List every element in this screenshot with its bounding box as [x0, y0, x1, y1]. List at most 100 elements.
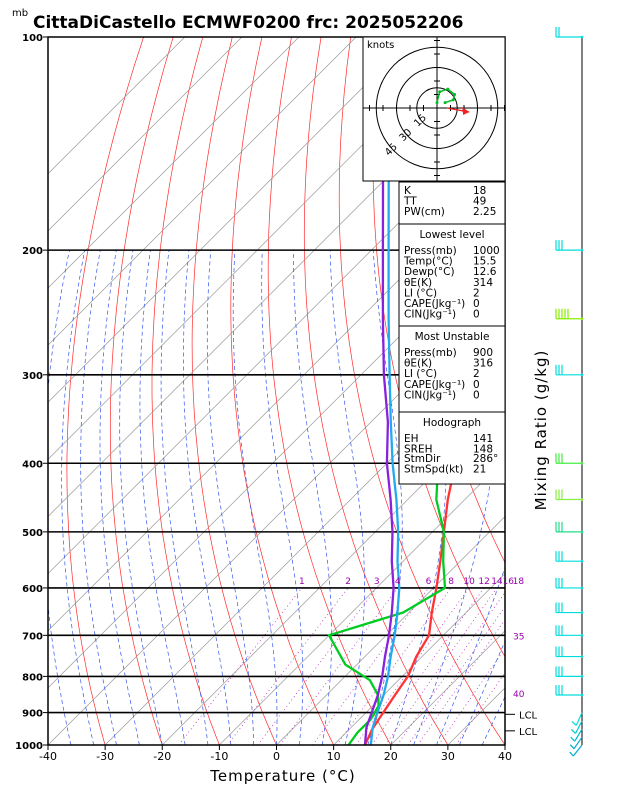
table-label: CAPE(Jkg⁻¹) — [404, 379, 465, 391]
saturated-adiabat — [206, 250, 255, 745]
table-value: 2 — [473, 287, 480, 299]
isotherm — [219, 458, 505, 745]
mixing-ratio-label: 8 — [448, 577, 454, 587]
x-tick-label: -40 — [39, 750, 57, 763]
table-label: StmSpd(kt) — [404, 464, 463, 476]
mixing-ratio-line — [384, 587, 498, 745]
x-tick-label: -30 — [96, 750, 114, 763]
table-value: 316 — [473, 358, 493, 370]
saturated-adiabat — [261, 250, 304, 745]
wind-barb-dot — [580, 248, 584, 252]
table-value: 0 — [473, 389, 480, 401]
mixing-ratio-axis-title: Mixing Ratio (g/kg) — [532, 350, 550, 511]
mixing-ratio-label: 6 — [426, 577, 432, 587]
dry-adiabat — [151, 37, 220, 745]
mixing-ratio-label: 40 — [513, 690, 525, 700]
hodograph-point — [446, 87, 450, 91]
wind-barb-dot — [580, 559, 584, 563]
mixing-ratio-label: 12 — [478, 577, 489, 587]
wind-barb — [574, 720, 583, 734]
chart-title: CittaDiCastello ECMWF0200 frc: 202505220… — [33, 13, 463, 33]
y-axis: 100 200 300 400 500 600 700 800 900 1000 — [15, 33, 48, 752]
wind-barb-dot — [580, 35, 584, 39]
isotherm — [333, 573, 505, 745]
profile-parcel — [363, 54, 399, 745]
wind-barb-dot — [580, 634, 584, 637]
x-tick-label: 10 — [327, 750, 341, 763]
x-axis-title: Temperature (°C) — [209, 767, 355, 785]
table-label: Press(mb) — [404, 245, 457, 257]
saturated-adiabat — [329, 250, 365, 745]
dry-adiabat — [191, 37, 277, 745]
y-tick-label: 700 — [22, 631, 43, 642]
table-label: Press(mb) — [404, 347, 457, 359]
mixing-ratio-label: 14 — [491, 577, 503, 587]
table-label: StmDir — [404, 453, 441, 465]
table-value: 0 — [473, 298, 480, 310]
y-tick-label: 500 — [22, 528, 43, 539]
wind-barb-dot — [580, 675, 584, 678]
wind-barb — [575, 712, 583, 726]
saturated-adiabat — [160, 250, 209, 745]
table-value: 0 — [473, 309, 480, 321]
mixing-ratio-label: 10 — [463, 577, 475, 587]
table-section — [398, 181, 506, 225]
table-section-title: Lowest level — [419, 229, 484, 241]
table-label: Temp(°C) — [403, 256, 453, 268]
saturated-adiabat — [48, 250, 72, 745]
hodograph-unit-label: knots — [367, 40, 394, 51]
saturated-adiabat — [139, 250, 186, 745]
table-value: 15.5 — [473, 256, 496, 268]
dry-adiabat — [109, 37, 174, 745]
x-tick-label: 30 — [441, 750, 455, 763]
table-section — [398, 325, 506, 413]
table-value: 286° — [473, 453, 498, 465]
isotherm — [48, 37, 186, 175]
stability-index-table: K 18 TT 49 PW(cm) 2.25 Lowest level Press(mb) 10… — [398, 181, 538, 738]
x-tick-label: 20 — [384, 750, 398, 763]
table-label: CIN(Jkg⁻¹) — [404, 389, 456, 401]
wind-barb-dot — [580, 655, 584, 658]
mixing-ratio-line — [417, 619, 505, 745]
mixing-ratio-line — [396, 591, 505, 745]
dry-adiabat — [230, 37, 334, 745]
y-tick-label: 400 — [22, 459, 43, 470]
saturated-adiabat — [61, 250, 95, 745]
dry-adiabat — [558, 37, 618, 745]
isobar-lines — [48, 249, 505, 714]
table-label: θE(K) — [404, 277, 432, 289]
y-tick-label: 600 — [22, 584, 43, 595]
isotherm — [48, 37, 414, 403]
mixing-ratio-label: 18 — [513, 577, 525, 587]
y-tick-label: 900 — [22, 709, 43, 720]
y-tick-label: 800 — [22, 672, 43, 683]
x-tick-label: -10 — [210, 750, 228, 763]
hodograph-point — [453, 93, 457, 96]
wind-barb-dot — [580, 586, 584, 590]
lcl-label: LCL — [519, 710, 538, 721]
storm-motion-arrowhead — [462, 107, 470, 116]
wind-barb — [571, 720, 577, 726]
table-value: 900 — [473, 347, 493, 359]
x-tick-label: -20 — [153, 750, 171, 763]
isotherm — [48, 37, 357, 346]
table-value: 148 — [473, 444, 493, 456]
mixing-ratio-line — [178, 587, 303, 745]
mixing-ratio-line — [438, 647, 505, 745]
table-value: 2 — [473, 368, 480, 380]
table-value: 0 — [473, 379, 480, 391]
wind-barb-profile — [555, 27, 584, 757]
mixing-ratio-label: 2 — [345, 577, 351, 587]
mixing-ratio-line — [407, 606, 505, 745]
table-value: 21 — [473, 464, 486, 476]
saturated-adiabat — [183, 250, 232, 745]
dry-adiabat — [303, 37, 449, 745]
wind-barb-dot — [580, 461, 584, 465]
thermo-background-lines — [48, 37, 618, 745]
mixing-ratio-label: 3 — [374, 577, 380, 587]
mixing-ratio-label: 16 — [503, 577, 515, 587]
table-label: LI (°C) — [404, 287, 437, 299]
table-value: 314 — [473, 277, 493, 289]
x-tick-label: 40 — [498, 750, 512, 763]
